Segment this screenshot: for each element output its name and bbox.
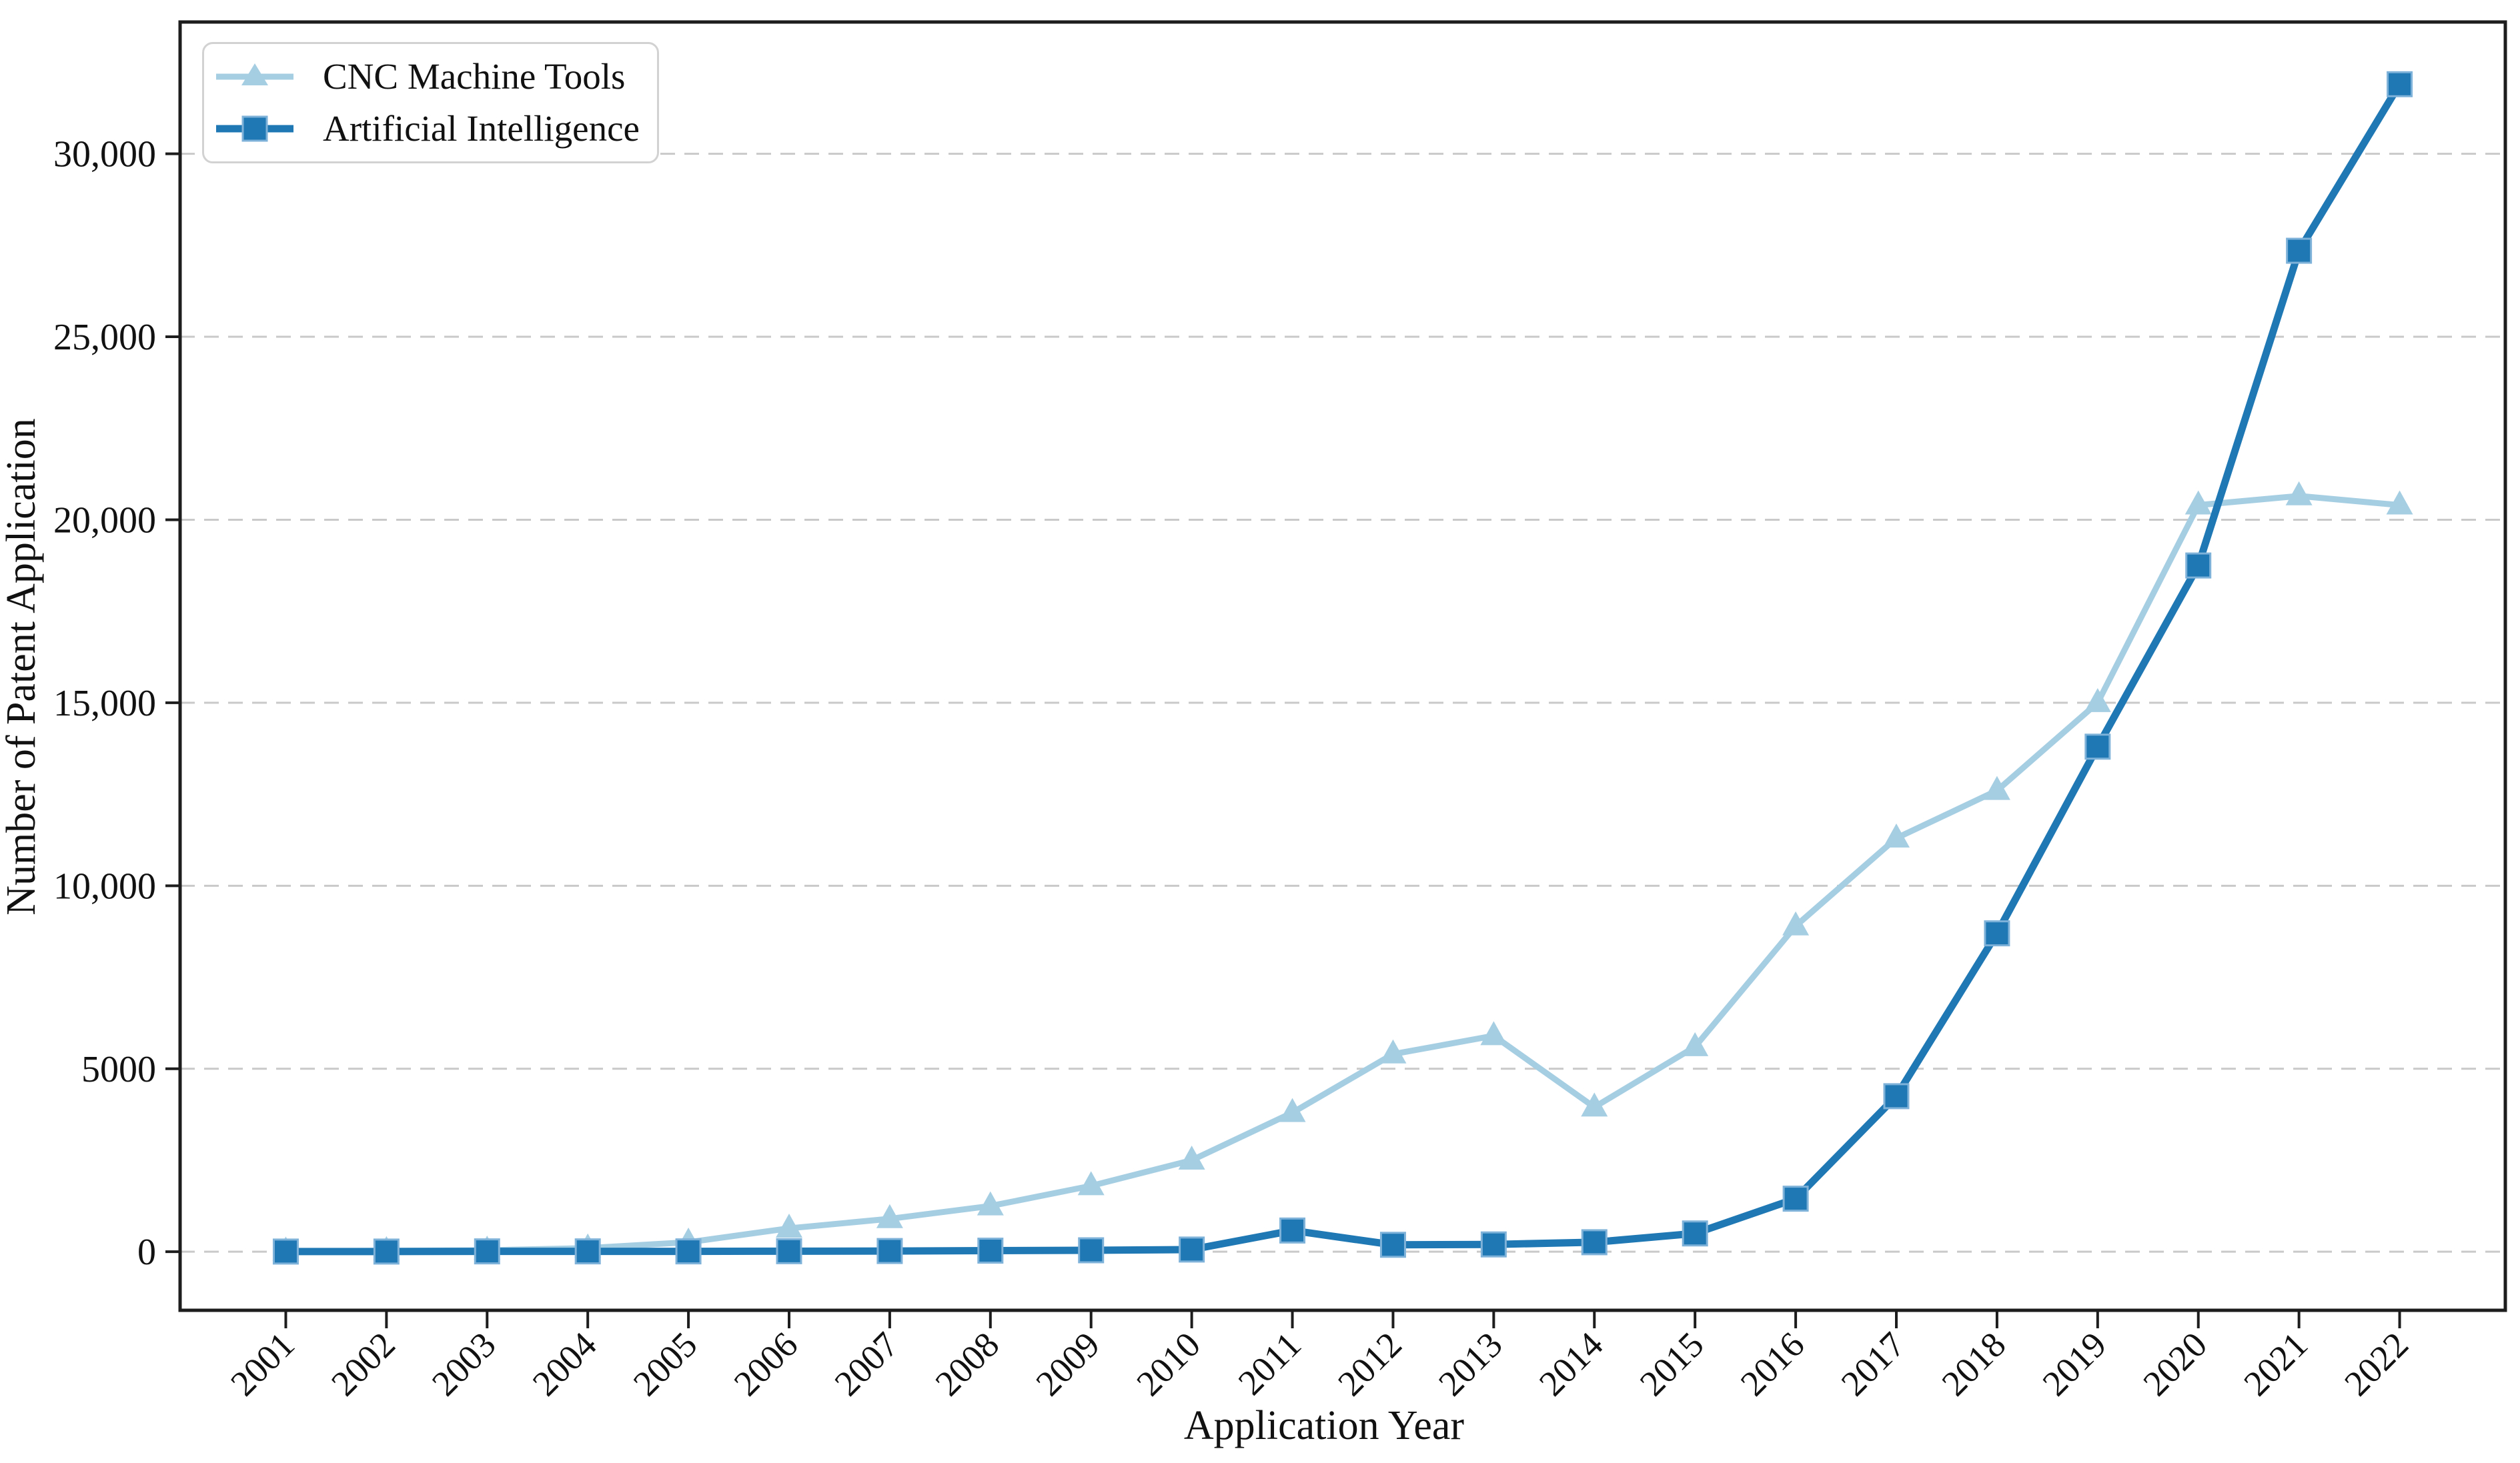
legend-item-artificial-intelligence: Artificial Intelligence bbox=[213, 103, 648, 155]
x-tick-label: 2005 bbox=[626, 1324, 705, 1404]
axes-frame bbox=[178, 20, 2507, 1312]
square-marker-icon bbox=[272, 1238, 299, 1265]
axis-tick-labels: 0 5000 10,000 15,000 20,000 25,000 30,000 2001 2… bbox=[53, 134, 2416, 1404]
triangle-marker-icon bbox=[776, 1214, 802, 1238]
series-cnc-machine-tools bbox=[272, 481, 2413, 1261]
legend-item-cnc-machine-tools: CNC Machine Tools bbox=[213, 51, 648, 103]
square-marker-icon bbox=[1782, 1186, 1809, 1212]
square-marker-icon bbox=[977, 1238, 1004, 1264]
series-line bbox=[281, 80, 2404, 1256]
triangle-marker-icon bbox=[2084, 687, 2111, 712]
square-marker-icon bbox=[373, 1238, 400, 1265]
triangle-marker-icon bbox=[1782, 911, 1810, 936]
square-marker-icon bbox=[216, 115, 293, 142]
square-marker-icon bbox=[1581, 1229, 1608, 1256]
triangle-marker-icon bbox=[876, 1204, 903, 1228]
plot-border bbox=[178, 20, 2507, 1312]
square-marker-icon bbox=[1883, 1083, 1910, 1110]
x-tick-label: 2016 bbox=[1733, 1324, 1812, 1404]
x-tick-label: 2021 bbox=[2236, 1324, 2315, 1404]
y-tick-label: 20,000 bbox=[53, 499, 156, 541]
legend: CNC Machine Tools Artificial Intelligenc… bbox=[202, 42, 659, 163]
square-marker-icon bbox=[2084, 734, 2111, 760]
square-marker-icon bbox=[675, 1238, 702, 1265]
x-tick-label: 2003 bbox=[424, 1324, 504, 1404]
x-tick-label: 2001 bbox=[223, 1324, 302, 1404]
triangle-marker-icon bbox=[1983, 776, 2010, 800]
square-marker-icon bbox=[1379, 1232, 1406, 1258]
triangle-marker-icon bbox=[2184, 490, 2212, 515]
square-marker-icon bbox=[1682, 1220, 1708, 1247]
triangle-marker-icon bbox=[977, 1191, 1004, 1216]
y-tick-label: 30,000 bbox=[53, 134, 156, 175]
y-tick-label: 15,000 bbox=[53, 683, 156, 724]
x-tick-label: 2009 bbox=[1028, 1324, 1107, 1404]
x-tick-label: 2006 bbox=[726, 1324, 806, 1404]
x-tick-label: 2010 bbox=[1129, 1324, 1208, 1404]
square-marker-icon bbox=[2185, 552, 2212, 579]
triangle-marker-icon bbox=[1379, 1039, 1407, 1064]
triangle-marker-icon bbox=[1279, 1098, 1306, 1122]
x-tick-label: 2018 bbox=[1934, 1324, 2014, 1404]
square-marker-icon bbox=[1078, 1237, 1105, 1264]
square-marker-icon bbox=[876, 1238, 903, 1264]
x-tick-label: 2013 bbox=[1431, 1324, 1510, 1404]
triangle-marker-icon bbox=[2285, 481, 2313, 505]
y-axis-title: Number of Patent Application bbox=[0, 418, 44, 916]
y-tick-label: 0 bbox=[137, 1232, 156, 1273]
square-marker-icon bbox=[1279, 1217, 1306, 1244]
x-tick-label: 2011 bbox=[1231, 1324, 1309, 1402]
x-tick-label: 2008 bbox=[928, 1324, 1007, 1404]
square-marker-icon bbox=[574, 1238, 601, 1265]
square-marker-icon bbox=[776, 1238, 802, 1264]
legend-label-cnc: CNC Machine Tools bbox=[323, 56, 626, 97]
x-tick-label: 2015 bbox=[1632, 1324, 1712, 1404]
gridlines bbox=[180, 153, 2505, 1253]
x-tick-label: 2019 bbox=[2035, 1324, 2114, 1404]
x-tick-label: 2022 bbox=[2337, 1324, 2416, 1404]
x-tick-label: 2002 bbox=[324, 1324, 403, 1404]
series-line bbox=[282, 493, 2403, 1254]
series-artificial-intelligence bbox=[272, 71, 2413, 1265]
x-tick-label: 2020 bbox=[2135, 1324, 2215, 1404]
x-tick-label: 2014 bbox=[1531, 1324, 1611, 1404]
triangle-marker-icon bbox=[1077, 1171, 1105, 1196]
square-marker-icon bbox=[474, 1238, 500, 1265]
data-series bbox=[272, 71, 2413, 1265]
axis-ticks bbox=[165, 152, 2401, 1328]
x-tick-label: 2012 bbox=[1330, 1324, 1409, 1404]
triangle-marker-icon bbox=[1178, 1145, 1205, 1170]
legend-label-ai: Artificial Intelligence bbox=[323, 108, 640, 149]
square-marker-icon bbox=[1179, 1236, 1205, 1263]
square-marker-icon bbox=[2286, 237, 2313, 264]
x-tick-label: 2004 bbox=[525, 1324, 604, 1404]
x-tick-label: 2007 bbox=[827, 1324, 906, 1404]
triangle-marker-icon bbox=[1682, 1032, 1709, 1056]
triangle-marker-icon bbox=[1480, 1021, 1507, 1046]
y-tick-label: 5000 bbox=[81, 1049, 156, 1090]
square-marker-icon bbox=[1984, 920, 2010, 947]
square-marker-icon bbox=[1480, 1231, 1507, 1258]
x-tick-label: 2017 bbox=[1834, 1324, 1913, 1404]
triangle-marker-icon bbox=[2386, 490, 2413, 515]
triangle-marker-icon bbox=[1883, 823, 1910, 848]
y-tick-label: 25,000 bbox=[53, 317, 156, 358]
triangle-marker-icon bbox=[1581, 1092, 1608, 1117]
square-marker-icon bbox=[2387, 71, 2413, 97]
x-axis-title: Application Year bbox=[1184, 1403, 1465, 1448]
triangle-marker-icon bbox=[216, 63, 293, 85]
y-tick-label: 10,000 bbox=[53, 866, 156, 907]
